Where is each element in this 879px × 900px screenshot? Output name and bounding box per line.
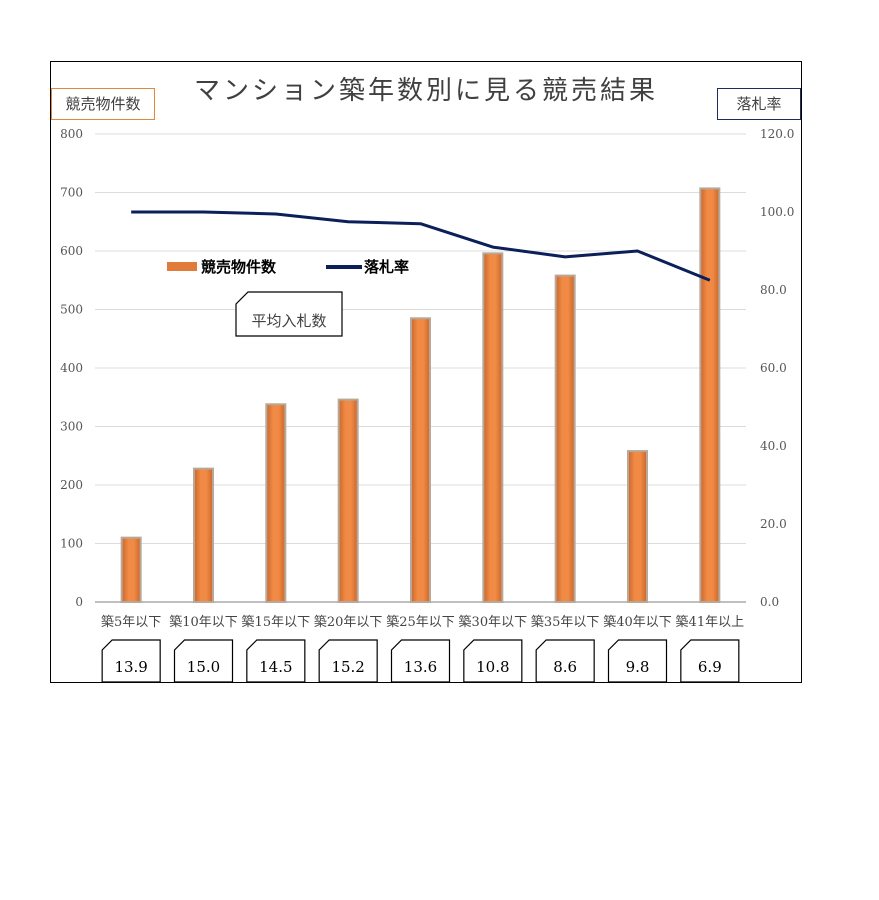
average-bid-boxes <box>101 639 740 683</box>
y2-tick-label: 120.0 <box>760 127 794 141</box>
legend-line-label: 落札率 <box>364 258 410 276</box>
average-bid-value: 15.0 <box>186 658 221 676</box>
average-bid-value: 6.9 <box>697 658 722 676</box>
average-bid-box <box>318 639 378 683</box>
y1-axis-title: 競売物件数 <box>51 88 155 120</box>
average-bid-box <box>680 639 740 683</box>
legend: 競売物件数 落札率 <box>167 256 409 277</box>
legend-line-swatch <box>326 264 363 269</box>
average-bid-value: 13.9 <box>114 658 148 676</box>
line-series-path <box>131 210 711 282</box>
bar <box>482 252 504 603</box>
average-bid-value: 9.8 <box>625 658 650 676</box>
average-bid-value: 10.8 <box>476 658 510 676</box>
category-label: 築25年以下 <box>386 615 455 630</box>
y1-tick-label: 0 <box>75 595 83 609</box>
category-label: 築35年以下 <box>531 615 600 630</box>
y2-tick-label: 80.0 <box>760 283 787 297</box>
y2-axis-title: 落札率 <box>717 88 801 120</box>
y2-tick-label: 0.0 <box>760 595 779 609</box>
y2-tick-label: 20.0 <box>760 517 787 531</box>
category-label: 築30年以下 <box>459 615 528 630</box>
chart-title: マンション築年数別に見る競売結果 <box>193 76 658 106</box>
average-bid-box <box>390 639 451 683</box>
average-bid-box <box>463 639 523 683</box>
y1-tick-label: 500 <box>60 303 83 317</box>
bar <box>410 317 431 603</box>
average-bid-box <box>101 639 161 683</box>
y2-tick-labels: 0.0 20.0 40.0 60.0 80.0 100.0 120.0 <box>760 127 794 609</box>
category-label: 築15年以下 <box>242 615 311 630</box>
bar <box>337 398 359 603</box>
y2-tick-label: 100.0 <box>760 205 794 219</box>
average-bid-box <box>173 639 234 683</box>
average-bid-box <box>607 639 668 683</box>
average-bid-box <box>535 639 595 683</box>
category-label: 築41年以上 <box>676 615 745 630</box>
y1-tick-label: 600 <box>60 244 83 258</box>
average-bid-value: 14.5 <box>259 658 293 676</box>
y1-tick-label: 400 <box>60 361 83 375</box>
bar <box>554 274 576 603</box>
y2-tick-label: 40.0 <box>760 439 787 453</box>
bar <box>699 187 721 603</box>
bar <box>193 467 214 603</box>
bar <box>120 536 142 604</box>
y1-tick-label: 300 <box>60 420 83 434</box>
category-label: 築10年以下 <box>169 615 238 630</box>
average-bid-callout-shape <box>235 291 343 337</box>
category-label: 築40年以下 <box>603 615 672 630</box>
legend-bar-label: 競売物件数 <box>201 258 277 276</box>
legend-bar-swatch <box>167 262 197 271</box>
bar <box>265 403 287 603</box>
average-bid-callout-label: 平均入札数 <box>251 312 327 330</box>
category-label: 築5年以下 <box>101 615 161 630</box>
average-bid-value: 13.6 <box>403 658 438 676</box>
category-labels: 築5年以下 築10年以下 築15年以下 築20年以下 築25年以下 築30年以下 築35年以… <box>101 615 744 630</box>
bar-series <box>120 187 721 604</box>
y1-tick-label: 700 <box>60 186 83 200</box>
category-label: 築20年以下 <box>314 615 383 630</box>
y1-tick-label: 800 <box>60 127 83 141</box>
line-series <box>131 210 711 282</box>
y1-tick-label: 100 <box>60 537 83 551</box>
y2-tick-label: 60.0 <box>760 361 787 375</box>
bar <box>627 450 648 603</box>
y1-tick-labels: 0 100 200 300 400 500 600 700 800 <box>60 127 83 609</box>
y1-tick-label: 200 <box>60 478 83 492</box>
average-bid-value: 8.6 <box>553 658 578 676</box>
average-bid-box <box>246 639 306 683</box>
average-bid-value: 15.2 <box>331 658 365 676</box>
average-bid-callout-box <box>235 291 343 337</box>
